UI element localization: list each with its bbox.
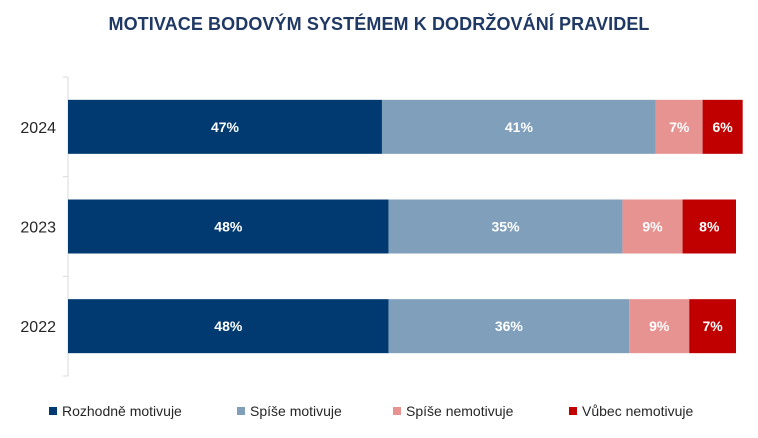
legend-label: Rozhodně motivuje [62, 403, 182, 419]
legend-item: Spíše motivuje [237, 403, 342, 419]
data-label: 41% [505, 119, 534, 135]
chart-title: MOTIVACE BODOVÝM SYSTÉMEM K DODRŽOVÁNÍ P… [108, 14, 650, 34]
legend-swatch [569, 407, 577, 415]
data-label: 9% [642, 219, 663, 235]
legend-item: Spíše nemotivuje [393, 403, 513, 419]
bar-segment [689, 299, 736, 354]
bar-segment [388, 299, 630, 354]
legend-label: Vůbec nemotivuje [582, 403, 694, 419]
data-label: 7% [669, 119, 690, 135]
legend-swatch [49, 407, 57, 415]
data-label: 7% [703, 318, 724, 334]
bar-segment [629, 299, 690, 354]
legend-label: Spíše nemotivuje [406, 403, 514, 419]
data-label: 48% [214, 219, 243, 235]
bar-segment [622, 199, 683, 254]
data-label: 48% [214, 318, 243, 334]
bar-segment [68, 199, 389, 254]
category-label: 2023 [20, 220, 56, 237]
bar-segment [655, 99, 703, 154]
bar-segment [702, 99, 743, 154]
legend-label: Spíše motivuje [250, 403, 342, 419]
data-label: 47% [211, 119, 240, 135]
data-label: 36% [495, 318, 524, 334]
bar-segment [68, 99, 382, 154]
bar-segment [68, 299, 389, 354]
data-label: 8% [699, 219, 720, 235]
category-label: 2022 [20, 319, 56, 336]
legend-item: Vůbec nemotivuje [569, 403, 693, 419]
category-label: 2024 [20, 120, 56, 137]
data-label: 9% [649, 318, 670, 334]
legend-item: Rozhodně motivuje [49, 403, 182, 419]
bar-segment [381, 99, 656, 154]
data-label: 35% [492, 219, 521, 235]
data-label: 6% [713, 119, 734, 135]
bar-segment [388, 199, 623, 254]
bar-segment [682, 199, 736, 254]
legend-swatch [237, 407, 245, 415]
legend-swatch [393, 407, 401, 415]
